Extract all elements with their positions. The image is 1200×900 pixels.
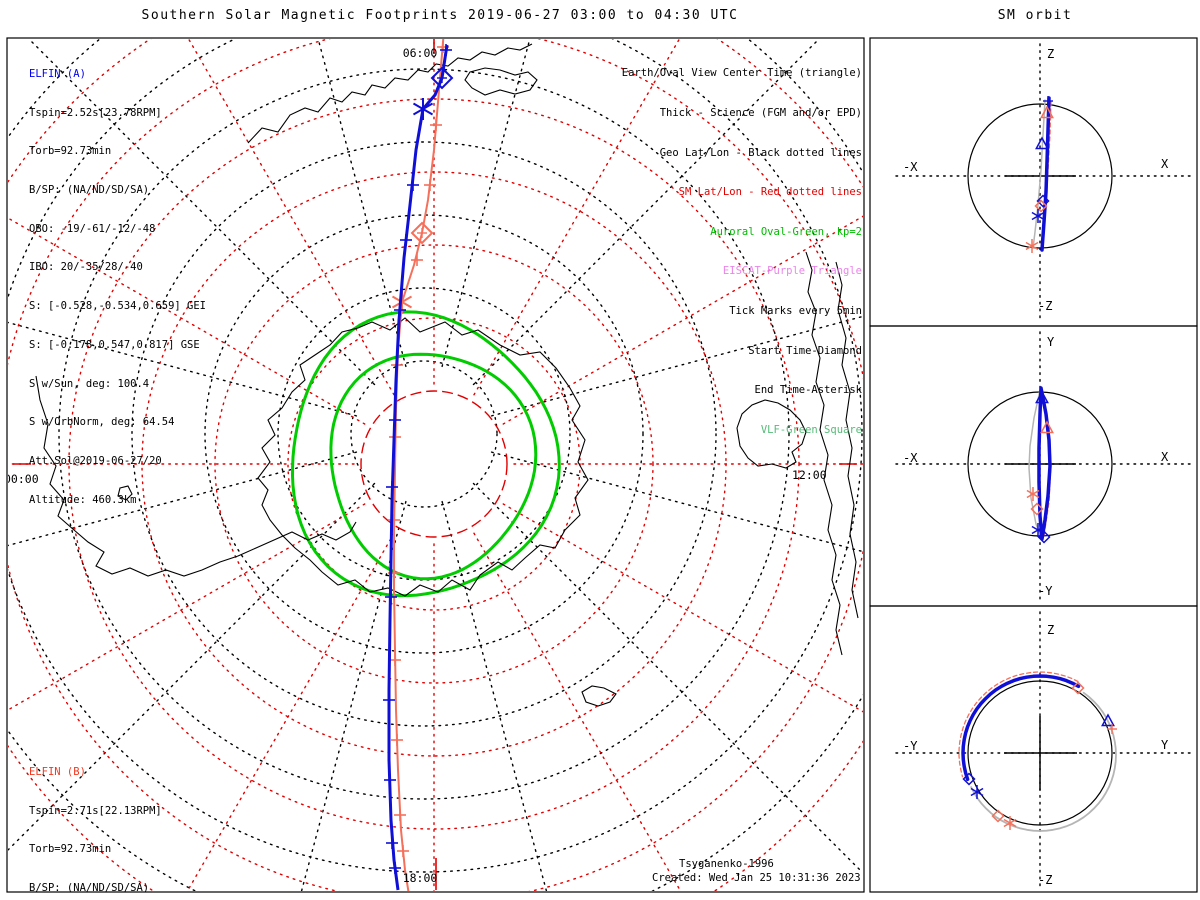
axis-label: Y	[1047, 335, 1055, 349]
map-legend: Earth/Oval View Center Time (triangle) T…	[622, 41, 862, 464]
panel-frames	[6, 37, 865, 893]
info-line: S: [-0.178,0.547,0.817] GSE	[29, 338, 200, 351]
elfin-a-heading: ELFIN (A)	[29, 67, 86, 80]
sm-80lat-circle	[360, 390, 508, 538]
info-line: B/SP: (NA/ND/SD/SA)	[29, 183, 150, 196]
legend-item: Geo Lat/Lon - Black dotted lines	[659, 146, 862, 159]
axis-label: Y	[1161, 738, 1169, 752]
info-line: Tspin=2.71s[22.13RPM]	[29, 804, 162, 817]
legend-item: Auroral Oval-Green, kp=2	[710, 225, 862, 238]
legend-item: End Time-Asterisk	[754, 384, 862, 397]
info-line: Torb=92.73min	[29, 843, 112, 856]
sm-orbit-title: SM orbit	[997, 8, 1073, 23]
axis-label: Z	[1047, 47, 1054, 61]
legend-item: EISCAT-Purple Triangle	[722, 265, 862, 278]
model-label: Tsyganenko-1996	[679, 858, 774, 870]
legend-item: Earth/Oval View Center Time (triangle)	[621, 67, 862, 80]
info-line: Att.Sol@2019-06-27/20	[29, 455, 162, 467]
sm-panel-yz: Z -Z -Y Y	[869, 605, 1198, 893]
info-line: IBO: 20/-35/28/-40	[29, 261, 143, 274]
axis-label: -X	[903, 160, 918, 174]
sm-panel-xy: Y -Y -X X	[869, 325, 1198, 607]
mlt-1200: 12:00	[792, 468, 827, 482]
info-line: B/SP: (NA/ND/SD/SA)	[29, 881, 150, 894]
elfin-b-track	[388, 39, 449, 891]
axis-label: X	[1161, 450, 1169, 464]
mlt-labels: 06:00 00:00 12:00 18:00	[4, 46, 827, 885]
legend-item: Tick Marks every 5min	[729, 305, 862, 318]
legend-item: Start Time-Diamond	[748, 344, 862, 357]
elfin-b-heading: ELFIN (B)	[29, 765, 86, 778]
elfin-a-track	[383, 44, 454, 891]
elfin-a-info: ELFIN (A) Tspin=2.52s[23.78RPM] Torb=92.…	[29, 42, 206, 532]
info-line: Tspin=2.52s[23.78RPM]	[29, 106, 162, 119]
axis-label: -Z	[1038, 873, 1052, 887]
main-map: 06:00 00:00 12:00 18:00	[4, 39, 863, 891]
axis-label: -X	[903, 451, 918, 465]
info-line: S w/Sun, deg: 100.4	[29, 377, 150, 390]
info-line: S: [-0.528,-0.534,0.659] GEI	[29, 300, 207, 313]
axis-label: -Y	[1038, 584, 1053, 598]
axis-label: X	[1161, 157, 1169, 171]
page-title: Southern Solar Magnetic Footprints 2019-…	[141, 8, 739, 23]
info-line: Altitude: 460.3km	[29, 493, 137, 506]
mlt-0600: 06:00	[403, 46, 438, 60]
info-line: S w/OrbNorm, deg: 64.54	[29, 416, 175, 429]
auroral-oval	[290, 310, 561, 598]
legend-item: Thick - Science (FGM and/or EPD)	[659, 107, 862, 120]
axis-label: Z	[1047, 623, 1054, 637]
elfin-b-info: ELFIN (B) Tspin=2.71s[22.13RPM] Torb=92.…	[29, 740, 200, 900]
legend-item: SM Lat/Lon - Red dotted lines	[678, 186, 862, 199]
axis-label: -Y	[903, 739, 918, 753]
axis-label: -Z	[1038, 299, 1052, 313]
info-line: OBO: -19/-61/-12/-48	[29, 222, 156, 235]
mlt-0000: 00:00	[4, 472, 39, 486]
coastlines	[35, 43, 859, 707]
legend-item: VLF-Green Square	[760, 423, 862, 436]
created-label: Created: Wed Jan 25 10:31:36 2023	[652, 872, 861, 884]
mlt-1800: 18:00	[403, 871, 438, 885]
geo-grid	[8, 39, 863, 891]
info-line: Torb=92.73min	[29, 145, 112, 158]
sm-panel-xz: Z -Z -X X	[869, 37, 1198, 327]
sm-grid	[8, 39, 863, 891]
